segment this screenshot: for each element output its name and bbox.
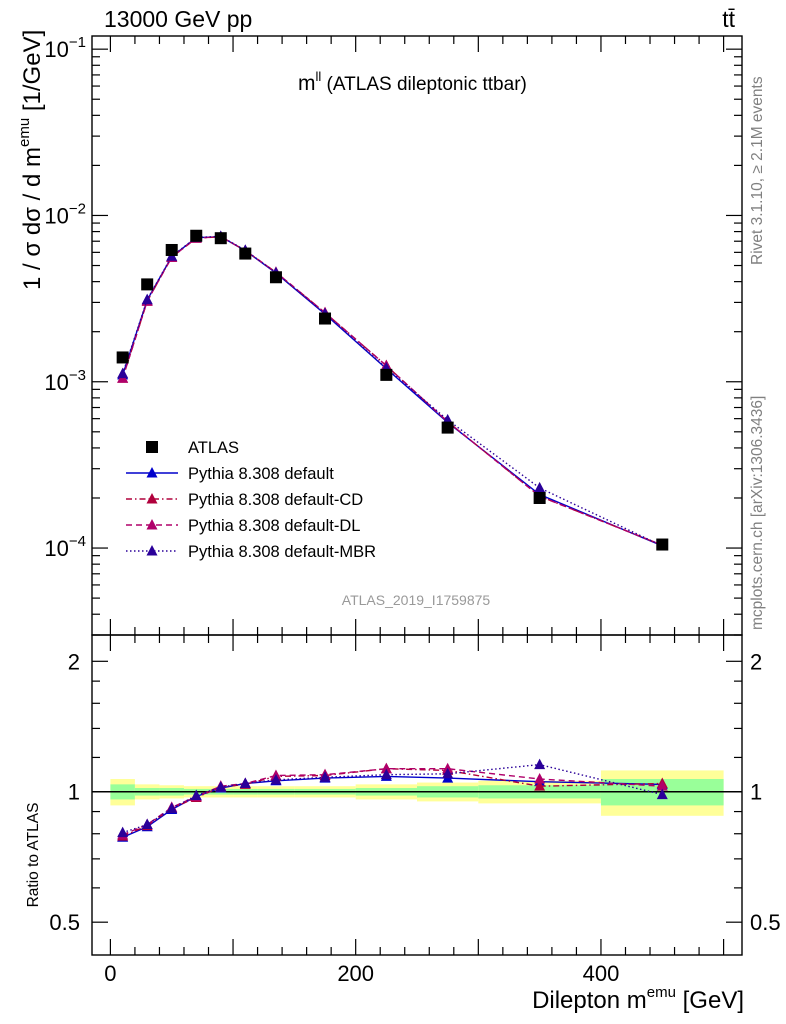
- ratio-panel: 0 200 400 2 2 1 1 0.5 0.5: [49, 36, 781, 986]
- ratio-y-tick-label: 1: [68, 780, 80, 805]
- mcplots-label: mcplots.cern.ch [arXiv:1306.3436]: [749, 396, 766, 630]
- legend-pythia-8-308-default-marker: [146, 467, 158, 478]
- ratio-pythia-8-308-default-mbr-point: [190, 789, 202, 801]
- observable-sup: ll: [316, 69, 322, 84]
- ratio-pythia-8-308-default-cd-point: [534, 780, 546, 791]
- main-atlas-point: [116, 351, 129, 364]
- main-atlas-point: [656, 538, 669, 551]
- ratio-y-tick-label-right: 1: [750, 780, 762, 805]
- main-ylabel: 1 / σ dσ / d memu [1/GeV]: [16, 30, 46, 290]
- main-atlas-point: [441, 421, 454, 434]
- main-atlas-point: [239, 247, 252, 260]
- main-pythia-8-308-default-mbr-point: [117, 367, 129, 379]
- y-tick-label: 10−1: [44, 34, 86, 62]
- ratio-pythia-8-308-default-mbr-point: [239, 777, 251, 788]
- legend-pythia-8-308-default-mbr-label: Pythia 8.308 default-MBR: [188, 543, 376, 561]
- ratio-pythia-8-308-default-mbr-point: [380, 768, 392, 780]
- observable-label: mll (ATLAS dileptonic ttbar): [298, 69, 527, 95]
- main-pythia-8-308-default-dl-line: [122, 235, 663, 546]
- legend: ATLAS Pythia 8.308 default Pythia 8.308 de…: [126, 439, 376, 561]
- ratio-pythia-8-308-default-mbr-point: [166, 802, 178, 813]
- main-atlas-point: [141, 278, 154, 291]
- main-atlas-point: [190, 229, 203, 242]
- ratio-pythia-8-308-default-mbr-point: [442, 767, 454, 779]
- ratio-ylabel: Ratio to ATLAS: [25, 803, 42, 908]
- ratio-y-tick-label: 2: [68, 649, 80, 674]
- ratio-pythia-8-308-default-mbr-point: [141, 818, 153, 830]
- ratio-frame: [91, 634, 743, 956]
- main-atlas-point: [269, 271, 282, 284]
- main-atlas-point: [214, 232, 227, 245]
- y-tick-label: 10−3: [44, 367, 86, 395]
- legend-pythia-8-308-default-mbr-marker: [146, 545, 158, 556]
- main-panel: 10−1 10−2 10−3 10−4: [44, 34, 743, 636]
- x-tick-label: 0: [104, 961, 116, 986]
- ratio-y-tick-label-right: 2: [750, 649, 762, 674]
- ratio-pythia-8-308-default-mbr-point: [215, 781, 227, 792]
- xlabel: Dilepton memu [GeV]: [532, 984, 744, 1014]
- observable-rest: (ATLAS dileptonic ttbar): [321, 74, 527, 95]
- main-pythia-8-308-default-mbr-point: [534, 481, 546, 493]
- main-atlas-point: [380, 368, 393, 381]
- legend-pythia-8-308-default-dl-label: Pythia 8.308 default-DL: [188, 517, 360, 535]
- ratio-pythia-8-308-default-dl-point: [656, 780, 668, 791]
- main-atlas-point: [319, 312, 332, 325]
- legend-atlas-marker: [146, 441, 158, 453]
- main-atlas-point: [165, 243, 178, 256]
- x-tick-label: 400: [583, 961, 620, 986]
- ratio-pythia-8-308-default-dl-point: [534, 773, 546, 784]
- y-tick-label: 10−4: [44, 533, 86, 561]
- legend-pythia-8-308-default-dl-marker: [146, 519, 158, 530]
- main-pythia-8-308-default-mbr-point: [141, 293, 153, 305]
- process-label: tt̄: [722, 6, 735, 32]
- ratio-pythia-8-308-default-mbr-line: [122, 763, 663, 834]
- ratio-pythia-8-308-default-cd-line: [122, 767, 663, 837]
- analysis-id: ATLAS_2019_I1759875: [342, 592, 491, 608]
- main-atlas-point: [533, 491, 546, 504]
- observable-main: m: [298, 72, 316, 95]
- ratio-y-tick-label-right: 0.5: [750, 910, 781, 935]
- legend-atlas-label: ATLAS: [188, 439, 239, 457]
- x-tick-label: 200: [337, 961, 374, 986]
- ratio-pythia-8-308-default-mbr-point: [270, 773, 282, 785]
- ratio-pythia-8-308-default-dl-point: [380, 762, 392, 774]
- legend-pythia-8-308-default-label: Pythia 8.308 default: [188, 465, 334, 483]
- ratio-pythia-8-308-default-mbr-point: [117, 826, 129, 838]
- legend-pythia-8-308-default-cd-label: Pythia 8.308 default-CD: [188, 491, 363, 509]
- y-tick-label: 10−2: [44, 200, 86, 228]
- ratio-pythia-8-308-default-mbr-point: [656, 788, 668, 800]
- rivet-label: Rivet 3.1.10, ≥ 2.1M events: [749, 76, 766, 265]
- legend-pythia-8-308-default-cd-marker: [146, 493, 158, 504]
- energy-label: 13000 GeV pp: [104, 6, 252, 32]
- ratio-y-tick-label: 0.5: [49, 910, 80, 935]
- ratio-pythia-8-308-default-mbr-point: [534, 758, 546, 770]
- ratio-pythia-8-308-default-mbr-point: [319, 771, 331, 782]
